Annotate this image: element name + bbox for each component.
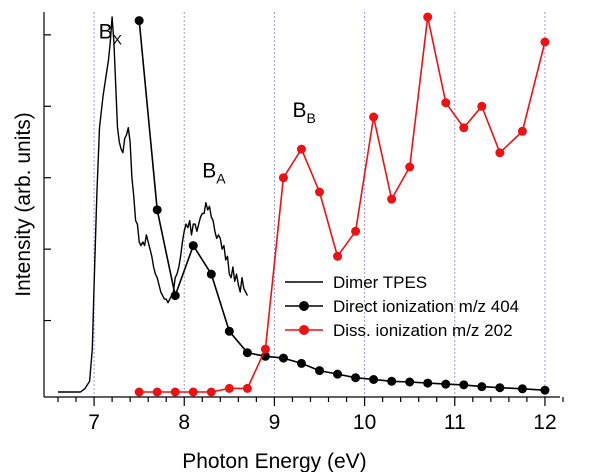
- data-point: [333, 369, 343, 379]
- legend: Dimer TPES Direct ionization m/z 404 Diss.…: [285, 273, 519, 340]
- data-point: [152, 387, 162, 397]
- peak-label-subscript: B: [306, 110, 315, 126]
- data-point: [387, 376, 397, 386]
- data-point: [188, 387, 198, 397]
- data-point: [315, 366, 325, 376]
- data-point: [369, 112, 379, 122]
- y-axis-title: Intensity (arb. units): [12, 112, 35, 296]
- data-point: [152, 205, 162, 215]
- legend-swatch-marker: [299, 325, 309, 335]
- data-point: [441, 379, 451, 389]
- data-point: [387, 194, 397, 204]
- legend-swatch-marker: [299, 301, 309, 311]
- series-line-0: [58, 16, 249, 393]
- x-axis-title: Photon Energy (eV): [182, 450, 366, 472]
- data-point: [351, 226, 361, 236]
- data-point: [242, 348, 252, 358]
- data-point: [405, 162, 415, 172]
- data-point: [134, 387, 144, 397]
- peak-label-subscript: A: [216, 171, 226, 187]
- data-point: [278, 353, 288, 363]
- data-point: [477, 101, 487, 111]
- data-point: [260, 344, 270, 354]
- data-point: [206, 387, 216, 397]
- data-point: [296, 358, 306, 368]
- data-point: [495, 148, 505, 158]
- data-point: [224, 383, 234, 393]
- data-point: [459, 123, 469, 133]
- peak-label: BB: [292, 99, 315, 126]
- data-point: [333, 251, 343, 261]
- x-tick-label: 11: [444, 411, 466, 434]
- data-point: [170, 387, 180, 397]
- x-tick-label: 8: [178, 411, 190, 434]
- data-point: [278, 173, 288, 183]
- legend-label: Dimer TPES: [333, 273, 427, 292]
- data-point: [477, 382, 487, 392]
- series-layer: [58, 12, 550, 397]
- data-point: [224, 326, 234, 336]
- peak-label: BX: [99, 20, 123, 47]
- peak-label: BA: [202, 160, 226, 187]
- axes-layer: 7 8 9 10 11 12 Photon Energy (eV) Intensity (ar…: [12, 12, 564, 472]
- legend-label: Direct ionization m/z 404: [333, 297, 519, 316]
- data-point: [242, 383, 252, 393]
- data-point: [188, 241, 198, 251]
- legend-label: Diss. ionization m/z 202: [333, 321, 513, 340]
- data-point: [351, 373, 361, 383]
- data-point: [296, 144, 306, 154]
- x-tick-label: 9: [269, 411, 281, 434]
- data-point: [540, 385, 550, 395]
- data-point: [315, 187, 325, 197]
- grid-layer: [93, 12, 546, 397]
- x-tick-label: 10: [353, 411, 376, 434]
- data-point: [459, 380, 469, 390]
- data-point: [369, 375, 379, 384]
- peak-label-subscript: X: [113, 31, 123, 47]
- data-point: [423, 378, 433, 388]
- data-point: [134, 16, 144, 26]
- data-point: [405, 377, 415, 387]
- data-point: [540, 37, 550, 47]
- data-point: [495, 383, 505, 393]
- data-point: [517, 126, 527, 136]
- x-tick-label: 7: [88, 411, 100, 434]
- x-tick-label: 12: [533, 411, 556, 434]
- data-point: [441, 98, 451, 108]
- data-point: [423, 12, 433, 22]
- data-point: [517, 384, 527, 394]
- data-point: [170, 291, 180, 301]
- data-point: [206, 269, 216, 279]
